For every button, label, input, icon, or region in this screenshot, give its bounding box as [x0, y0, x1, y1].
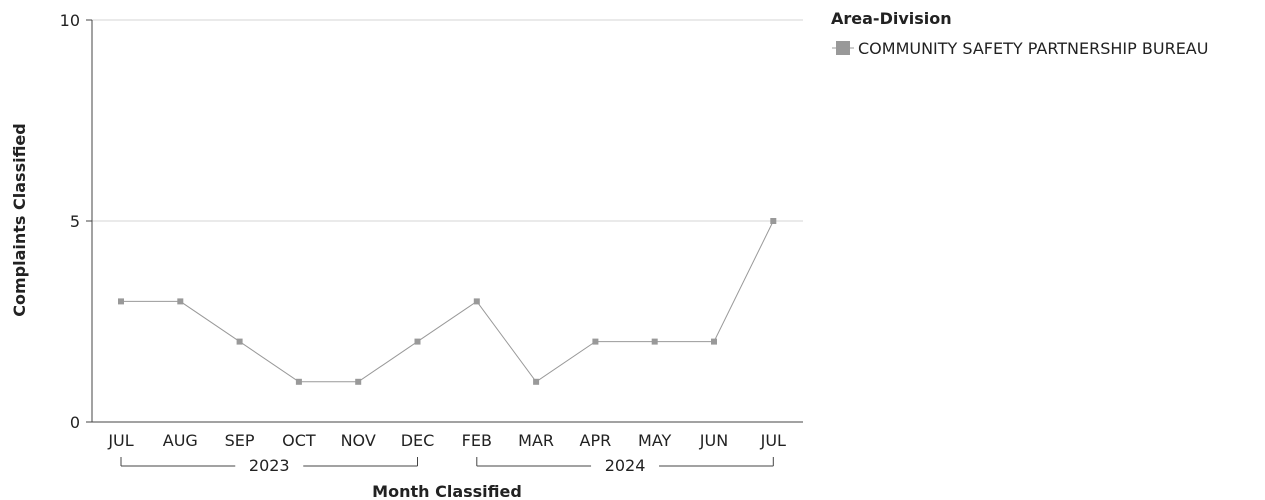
year-group-2023: 2023 — [120, 456, 418, 475]
x-tick-label-0: JUL — [107, 431, 133, 450]
legend-item-0: COMMUNITY SAFETY PARTNERSHIP BUREAU — [832, 39, 1208, 58]
data-point-7 — [533, 378, 540, 385]
x-tick-label-3: OCT — [282, 431, 316, 450]
data-point-1 — [177, 298, 184, 305]
data-point-9 — [651, 338, 658, 345]
year-group-brackets: 2023 2024 — [120, 456, 774, 475]
y-tick-labels: 0 5 10 — [60, 11, 92, 432]
x-tick-label-6: FEB — [462, 431, 492, 450]
data-point-6 — [473, 298, 480, 305]
data-point-0 — [118, 298, 124, 305]
y-tick-label-10: 10 — [60, 11, 80, 30]
legend: Area-Division COMMUNITY SAFETY PARTNERSH… — [831, 9, 1208, 58]
x-tick-label-9: MAY — [638, 431, 672, 450]
year-label-2023: 2023 — [249, 456, 290, 475]
series-line-0 — [121, 220, 774, 383]
x-tick-label-7: MAR — [518, 431, 554, 450]
series-layer — [118, 218, 777, 385]
data-point-5 — [414, 338, 421, 345]
legend-title: Area-Division — [831, 9, 952, 28]
year-group-2024: 2024 — [476, 456, 774, 475]
x-tick-label-10: JUN — [699, 431, 728, 450]
year-label-2024: 2024 — [605, 456, 646, 475]
y-axis-title: Complaints Classified — [10, 123, 29, 316]
x-tick-label-5: DEC — [401, 431, 435, 450]
y-tick-label-0: 0 — [70, 413, 80, 432]
legend-label-0: COMMUNITY SAFETY PARTNERSHIP BUREAU — [858, 39, 1208, 58]
data-point-2 — [236, 338, 243, 345]
data-point-11 — [770, 218, 777, 224]
x-tick-label-1: AUG — [163, 431, 198, 450]
x-axis-title: Month Classified — [372, 482, 522, 500]
data-point-4 — [355, 378, 362, 385]
legend-items: COMMUNITY SAFETY PARTNERSHIP BUREAU — [832, 39, 1208, 58]
data-point-10 — [711, 338, 717, 345]
gridlines — [92, 19, 803, 222]
x-tick-label-11: JUL — [760, 431, 786, 450]
x-tick-labels: JUL AUG SEP OCT NOV DEC FEB MAR APR MAY JUN JUL — [107, 431, 786, 450]
y-tick-label-5: 5 — [70, 212, 80, 231]
x-tick-label-8: APR — [580, 431, 612, 450]
data-point-8 — [592, 338, 599, 345]
legend-marker-swatch — [836, 41, 850, 55]
x-tick-label-4: NOV — [341, 431, 376, 450]
data-point-3 — [295, 378, 302, 385]
x-tick-label-2: SEP — [225, 431, 255, 450]
